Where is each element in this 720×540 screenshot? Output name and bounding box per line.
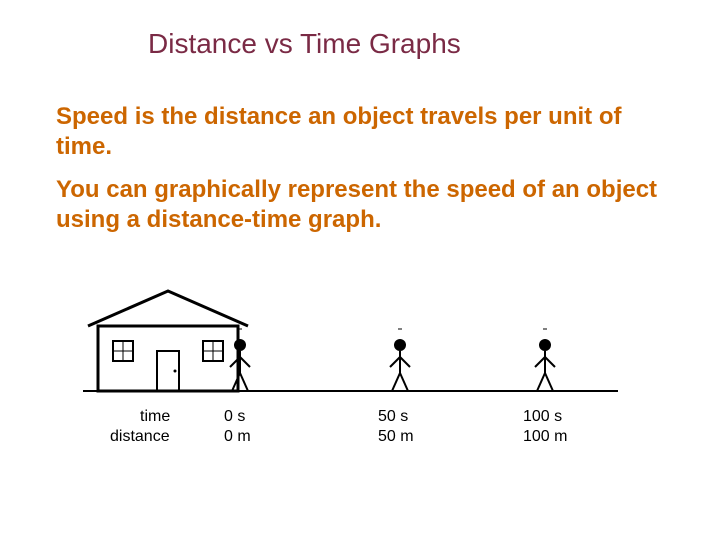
- slide-title: Distance vs Time Graphs: [148, 28, 461, 60]
- row-label-distance: distance: [110, 428, 170, 446]
- time-1: 50 s: [378, 408, 408, 426]
- distance-0: 0 m: [224, 428, 251, 446]
- diagram: time distance 0 s 0 m 50 s 50 m 100 s 10…: [78, 258, 623, 468]
- row-label-time: time: [140, 408, 170, 426]
- paragraph-1: Speed is the distance an object travels …: [56, 102, 676, 162]
- time-2: 100 s: [523, 408, 562, 426]
- paragraph-2: You can graphically represent the speed …: [56, 175, 676, 235]
- distance-1: 50 m: [378, 428, 414, 446]
- distance-2: 100 m: [523, 428, 567, 446]
- time-0: 0 s: [224, 408, 245, 426]
